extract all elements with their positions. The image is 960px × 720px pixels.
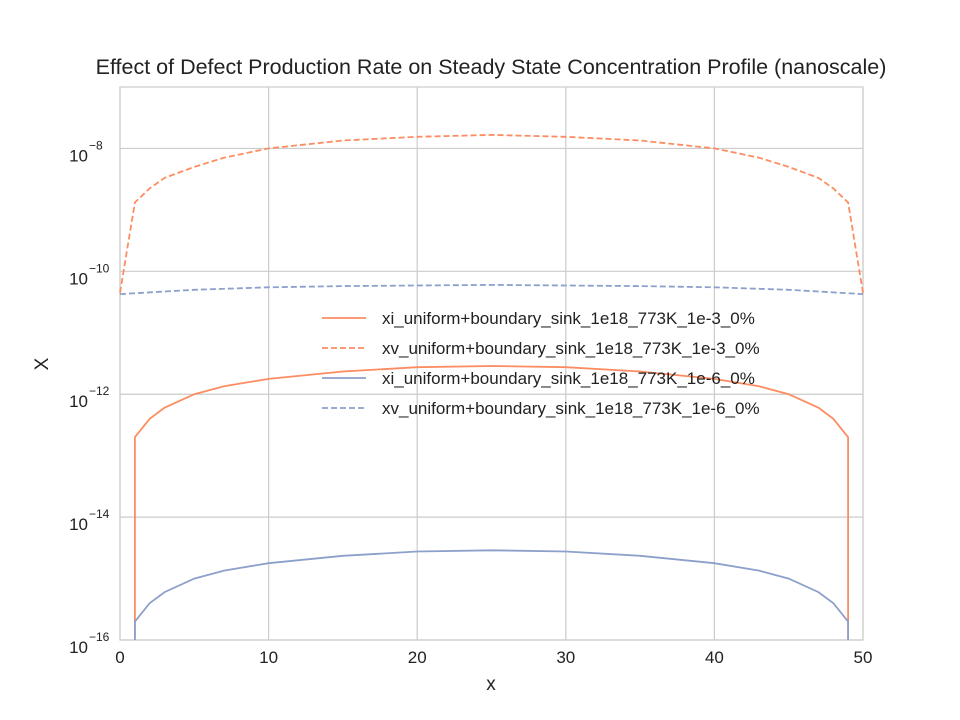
- y-tick-exponent: −12: [89, 384, 110, 398]
- chart-title: Effect of Defect Production Rate on Stea…: [96, 55, 887, 79]
- legend-entry: xi_uniform+boundary_sink_1e18_773K_1e-3_…: [322, 309, 755, 328]
- y-tick-label: 10−14: [69, 507, 110, 534]
- series-line-3: [134, 549, 849, 640]
- y-tick-label: 10−10: [69, 261, 110, 288]
- series-layer: [119, 133, 864, 640]
- y-tick-base: 10: [69, 515, 88, 534]
- legend-label: xv_uniform+boundary_sink_1e18_773K_1e-6_…: [382, 399, 760, 418]
- y-tick-exponent: −16: [89, 630, 110, 644]
- y-tick-exponent: −8: [89, 138, 103, 152]
- y-tick-base: 10: [69, 269, 88, 288]
- y-tick-label: 10−8: [69, 138, 103, 165]
- x-axis-label: x: [486, 674, 496, 695]
- grid: [119, 87, 864, 641]
- x-tick-label: 0: [115, 648, 124, 667]
- plot-area: [119, 86, 864, 641]
- x-tick-label: 20: [408, 648, 427, 667]
- y-axis-label: X: [32, 357, 53, 370]
- y-tick-base: 10: [69, 638, 88, 657]
- legend-label: xi_uniform+boundary_sink_1e18_773K_1e-6_…: [382, 369, 755, 388]
- y-tick-exponent: −14: [89, 507, 110, 521]
- x-tick-label: 30: [556, 648, 575, 667]
- x-tick-label: 50: [854, 648, 873, 667]
- series-line-2: [119, 133, 864, 293]
- legend-label: xi_uniform+boundary_sink_1e18_773K_1e-3_…: [382, 309, 755, 328]
- legend-entry: xi_uniform+boundary_sink_1e18_773K_1e-6_…: [322, 369, 755, 388]
- legend: xi_uniform+boundary_sink_1e18_773K_1e-3_…: [322, 309, 760, 418]
- legend-label: xv_uniform+boundary_sink_1e18_773K_1e-3_…: [382, 339, 760, 358]
- y-tick-label: 10−12: [69, 384, 110, 411]
- legend-entry: xv_uniform+boundary_sink_1e18_773K_1e-3_…: [322, 339, 760, 358]
- series-line-1: [134, 365, 849, 640]
- legend-entry: xv_uniform+boundary_sink_1e18_773K_1e-6_…: [322, 399, 760, 418]
- y-tick-label: 10−16: [69, 630, 110, 657]
- y-tick-exponent: −10: [89, 261, 110, 275]
- series-line-4: [119, 283, 864, 295]
- x-tick-label: 40: [705, 648, 724, 667]
- x-tick-label: 10: [259, 648, 278, 667]
- x-tick-labels: 0 10 20 30 40 50: [115, 648, 872, 667]
- y-tick-base: 10: [69, 146, 88, 165]
- y-tick-base: 10: [69, 392, 88, 411]
